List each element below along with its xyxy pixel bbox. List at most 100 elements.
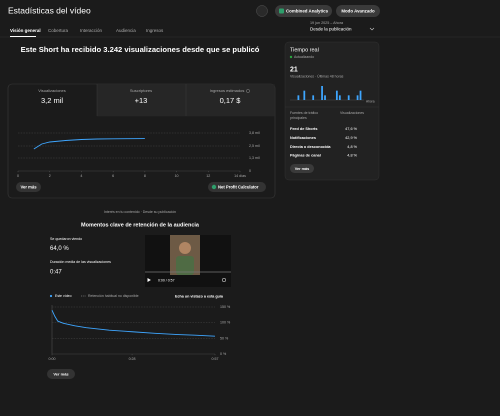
- x-tick-label: 2: [49, 174, 51, 178]
- x-tick-label: 0:57: [212, 357, 219, 361]
- source-name: Feed de Shorts: [290, 127, 317, 131]
- see-more-button[interactable]: [16, 182, 41, 192]
- page-title: Estadísticas del vídeo: [8, 5, 91, 15]
- source-value: 4,8 %: [347, 154, 357, 158]
- y-tick-label: 0 %: [220, 352, 227, 356]
- metric-value: +13: [135, 96, 148, 105]
- x-tick-label: 0: [17, 174, 19, 178]
- legend-label: Este vídeo: [55, 294, 72, 298]
- source-name: Notificaciones: [290, 136, 316, 140]
- x-tick-label: 10: [175, 174, 179, 178]
- realtime-title: Tiempo real: [290, 47, 319, 53]
- metric-label: Visualizaciones: [38, 88, 66, 93]
- realtime-caption[interactable]: Visualizaciones · Últimas 48 horas: [290, 74, 344, 78]
- play-icon[interactable]: [147, 278, 151, 282]
- sources-title: Fuentes de tráfico principales: [290, 111, 319, 120]
- see-more-button[interactable]: [290, 164, 314, 173]
- y-tick-label: 3,8 mil: [249, 131, 260, 135]
- button-label: Ver más: [20, 184, 37, 189]
- sources-title-box: Fuentes de tráfico principales: [290, 111, 319, 120]
- stat-label: Se quedaron viendo: [50, 237, 82, 241]
- realtime-bar: [312, 95, 315, 100]
- data-line: [33, 138, 145, 150]
- video-frame: [179, 242, 191, 254]
- info-icon[interactable]: [246, 89, 250, 93]
- chevron: [369, 27, 375, 31]
- button-label: Ver más: [295, 167, 310, 171]
- stat-value: 64,0 %: [50, 246, 69, 252]
- legend-label: Retención habitual no disponible: [88, 294, 139, 298]
- icon: [279, 8, 284, 14]
- button-label: Combined Analytics: [286, 8, 329, 13]
- realtime-bar: [335, 90, 338, 100]
- button-label: Net Profit Calculator: [218, 184, 259, 189]
- realtime-status: Actualizando: [294, 55, 314, 59]
- metric-label: Ingresos estimados: [210, 88, 245, 93]
- headline: Este Short ha recibido 3.242 visualizaci…: [20, 45, 260, 54]
- status-dot: [289, 55, 293, 59]
- retention-title: Momentos clave de retención de la audien…: [81, 222, 200, 228]
- now-label: Ahora: [366, 99, 375, 103]
- interest-note: Interés en tu contenido · Desde su publi…: [104, 210, 176, 214]
- tab[interactable]: Visión general: [10, 28, 41, 33]
- x-tick-label: 12: [206, 174, 210, 178]
- source-name: Páginas de canal: [290, 154, 321, 158]
- button-label: Modo Avanzado: [341, 8, 375, 13]
- tab[interactable]: Ingresos: [146, 28, 164, 33]
- realtime-card: [284, 41, 380, 181]
- net-profit-button[interactable]: [208, 182, 266, 192]
- x-tick-label: 14 días: [234, 174, 246, 178]
- advanced-mode-button[interactable]: [336, 5, 380, 17]
- sources-column: Visualizaciones: [340, 111, 364, 115]
- tab[interactable]: Audiencia: [116, 28, 136, 33]
- see-more-button[interactable]: [47, 369, 75, 379]
- y-tick-label: 2,5 mil: [249, 144, 260, 148]
- y-tick-label: 0: [249, 169, 251, 173]
- source-value: 42,9 %: [345, 136, 357, 140]
- video-frame: [176, 256, 194, 275]
- date-range: 19 jun 2025 – Ahora: [310, 21, 344, 25]
- metric-value: 0,17 $: [220, 96, 242, 105]
- data-line: [51, 309, 216, 337]
- source-value: 4,8 %: [347, 145, 357, 149]
- realtime-bar: [321, 86, 323, 100]
- realtime-bar: [303, 90, 306, 100]
- stat-value: 0:47: [50, 270, 62, 276]
- y-tick-label: 50 %: [220, 336, 229, 340]
- source-name: Directa o desconocida: [290, 145, 331, 149]
- settings-icon[interactable]: [221, 277, 227, 283]
- source-value: 47,6 %: [345, 127, 357, 131]
- guide-link[interactable]: Echa un vistazo a esta guía: [175, 294, 224, 298]
- x-tick-label: 0:00: [49, 357, 56, 361]
- realtime-bar: [359, 90, 362, 100]
- combined-analytics-button[interactable]: [275, 5, 332, 17]
- metric-label: Suscriptores: [130, 88, 152, 93]
- realtime-bar: [356, 95, 359, 100]
- y-tick-label: 100 %: [220, 321, 231, 325]
- x-tick-label: 4: [80, 174, 82, 178]
- icon: [211, 184, 217, 190]
- button-label: Ver más: [53, 371, 69, 376]
- period-select[interactable]: Desde la publicación: [310, 27, 352, 32]
- realtime-count: 21: [290, 66, 298, 73]
- y-tick-label: 150 %: [220, 305, 231, 309]
- realtime-bar: [324, 95, 326, 100]
- stat-label: Duración media de las visualizaciones: [50, 260, 111, 264]
- realtime-bar: [297, 95, 300, 100]
- metric-value: 3,2 mil: [41, 96, 63, 105]
- x-tick-label: 8: [144, 174, 146, 178]
- icon-button[interactable]: [256, 5, 268, 17]
- video-time: 0:00 / 0:57: [158, 278, 175, 282]
- realtime-bar: [347, 95, 350, 100]
- tab[interactable]: Interacción: [80, 28, 103, 33]
- y-tick-label: 1,3 mil: [249, 156, 260, 160]
- realtime-bar: [338, 95, 341, 100]
- headline-box: Este Short ha recibido 3.242 visualizaci…: [20, 45, 260, 54]
- x-tick-label: 6: [112, 174, 114, 178]
- x-tick-label: 0:28: [129, 357, 136, 361]
- legend-dot: [49, 294, 53, 298]
- tab[interactable]: Cobertura: [48, 28, 69, 33]
